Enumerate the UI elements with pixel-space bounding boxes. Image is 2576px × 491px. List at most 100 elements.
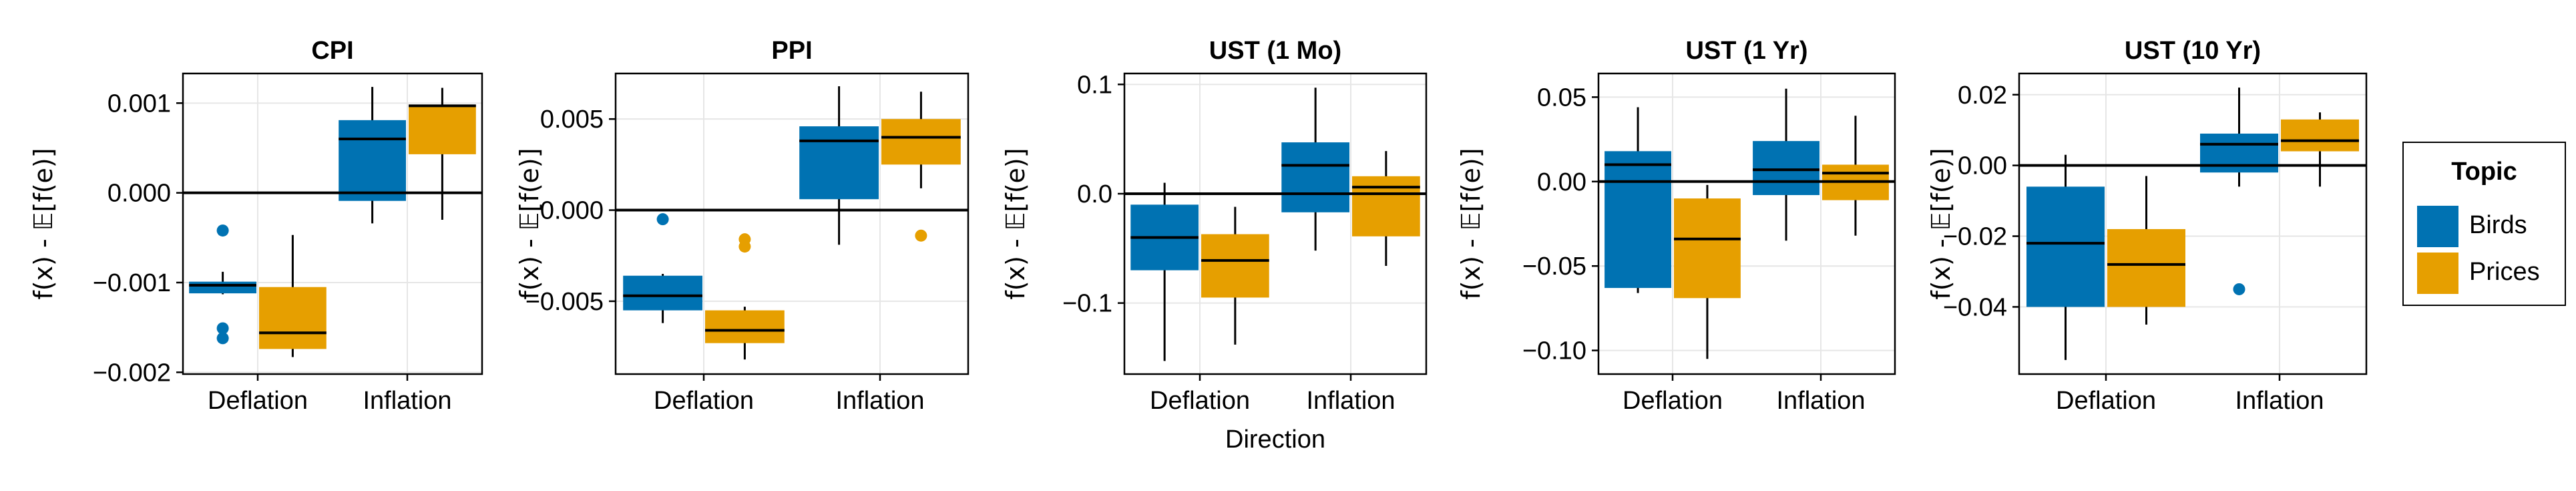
plot-frame: [182, 72, 483, 375]
box-birds-inflation: [799, 86, 879, 245]
box-prices-inflation: [881, 92, 961, 242]
box-iqr: [189, 281, 256, 294]
y-tick-label: −0.04: [1943, 293, 2007, 321]
panel-title: PPI: [771, 37, 812, 65]
legend-swatch-birds: [2417, 206, 2458, 247]
y-tick-label: 0.000: [540, 197, 604, 225]
box-birds-deflation: [1604, 107, 1671, 293]
y-tick-label: 0.00: [1958, 152, 2007, 180]
box-prices-deflation: [705, 233, 785, 360]
box-iqr: [623, 275, 702, 311]
panel-title: CPI: [311, 37, 353, 65]
y-tick-label: 0.1: [1077, 71, 1112, 99]
x-tick-label: Deflation: [2056, 387, 2156, 415]
y-axis-label: f(x) - 𝔼[f(e)]: [29, 148, 58, 299]
box-prices-deflation: [1201, 206, 1269, 345]
panel-title: UST (1 Yr): [1685, 37, 1807, 65]
box-iqr: [1604, 151, 1671, 289]
plot-frame: [614, 72, 970, 375]
outlier-point: [915, 229, 927, 242]
x-tick-label: Deflation: [1623, 387, 1723, 415]
panel-4: −0.10 −0.05 0.00 0.05 Deflation Inflation UST …: [1456, 37, 1896, 415]
box-birds-deflation: [623, 213, 702, 323]
y-tick-label: −0.005: [525, 288, 604, 316]
outlier-point: [738, 240, 751, 253]
y-tick-label: 0.02: [1958, 81, 2007, 110]
y-axis-label: f(x) - 𝔼[f(e)]: [515, 148, 544, 299]
x-tick-label: Deflation: [1150, 387, 1250, 415]
x-tick-label: Deflation: [208, 387, 308, 415]
plot-frame: [1123, 72, 1428, 375]
box-birds-inflation: [339, 87, 406, 224]
legend-label-birds: Birds: [2469, 211, 2527, 239]
y-tick-label: −0.001: [93, 269, 171, 297]
y-tick-label: 0.000: [108, 180, 171, 208]
box-iqr: [2107, 228, 2185, 307]
outlier-point: [2233, 283, 2245, 295]
panel-5: −0.04 −0.02 0.00 0.02 Deflation Inflation UST …: [1926, 37, 2368, 415]
box-iqr: [1281, 142, 1349, 212]
y-tick-label: 0.05: [1537, 84, 1586, 112]
plot-frame: [1597, 72, 1896, 375]
box-prices-inflation: [409, 88, 476, 220]
panel-title: UST (10 Yr): [2125, 37, 2261, 65]
box-iqr: [259, 287, 327, 349]
y-tick-label: 0.001: [108, 90, 171, 118]
outlier-point: [216, 224, 229, 237]
panel-2: −0.005 0.000 0.005 Deflation Inflation PPI f(x…: [515, 37, 970, 415]
box-iqr: [2281, 119, 2359, 152]
box-iqr: [799, 126, 879, 200]
y-tick-label: 0.005: [540, 106, 604, 134]
outlier-point: [656, 213, 669, 226]
y-tick-label: −0.10: [1522, 337, 1586, 365]
outlier-point: [216, 332, 229, 345]
box-birds-inflation: [1753, 88, 1819, 241]
y-axis-label: f(x) - 𝔼[f(e)]: [1001, 148, 1030, 299]
outlier-point: [216, 322, 229, 335]
y-axis-label: f(x) - 𝔼[f(e)]: [1926, 148, 1956, 299]
box-iqr: [881, 119, 961, 165]
panel-3: −0.1 0.0 0.1 Deflation Inflation UST (1 Mo) f(…: [1001, 37, 1428, 454]
y-tick-label: −0.1: [1062, 290, 1112, 318]
x-axis-label: Direction: [1225, 426, 1325, 454]
panel-title: UST (1 Mo): [1209, 37, 1341, 65]
x-tick-label: Inflation: [363, 387, 451, 415]
legend-label-prices: Prices: [2469, 258, 2540, 286]
box-prices-inflation: [1822, 116, 1889, 236]
x-tick-label: Inflation: [1776, 387, 1865, 415]
y-axis-label: f(x) - 𝔼[f(e)]: [1456, 148, 1486, 299]
box-iqr: [1201, 234, 1269, 298]
box-iqr: [1674, 198, 1741, 299]
y-tick-label: −0.002: [93, 359, 171, 387]
legend-swatch-prices: [2417, 253, 2458, 294]
x-tick-label: Inflation: [835, 387, 924, 415]
box-prices-inflation: [2281, 112, 2359, 187]
x-tick-label: Inflation: [1306, 387, 1395, 415]
box-iqr: [409, 105, 476, 154]
box-iqr: [2026, 186, 2105, 307]
box-birds-inflation: [1281, 88, 1349, 251]
box-prices-deflation: [1674, 184, 1741, 359]
box-prices-inflation: [1352, 151, 1420, 266]
box-iqr: [1753, 141, 1819, 196]
y-tick-label: −0.02: [1943, 223, 2007, 251]
y-tick-label: −0.05: [1522, 253, 1586, 281]
x-tick-label: Deflation: [654, 387, 754, 415]
y-tick-label: 0.00: [1537, 168, 1586, 196]
plot-frame: [2018, 72, 2368, 375]
y-tick-label: 0.0: [1077, 180, 1112, 208]
box-iqr: [339, 120, 406, 201]
box-prices-deflation: [2107, 176, 2185, 325]
box-iqr: [1352, 176, 1420, 236]
box-birds-deflation: [1130, 182, 1199, 361]
box-birds-deflation: [189, 224, 256, 345]
panel-1: −0.002 −0.001 0.000 0.001 Deflation Inflation…: [29, 37, 483, 415]
legend-title: Topic: [2451, 158, 2517, 186]
x-tick-label: Inflation: [2235, 387, 2324, 415]
legend: Topic Birds Prices: [2402, 142, 2566, 306]
box-birds-inflation: [2200, 88, 2278, 295]
box-iqr: [705, 310, 785, 343]
box-prices-deflation: [259, 234, 327, 357]
